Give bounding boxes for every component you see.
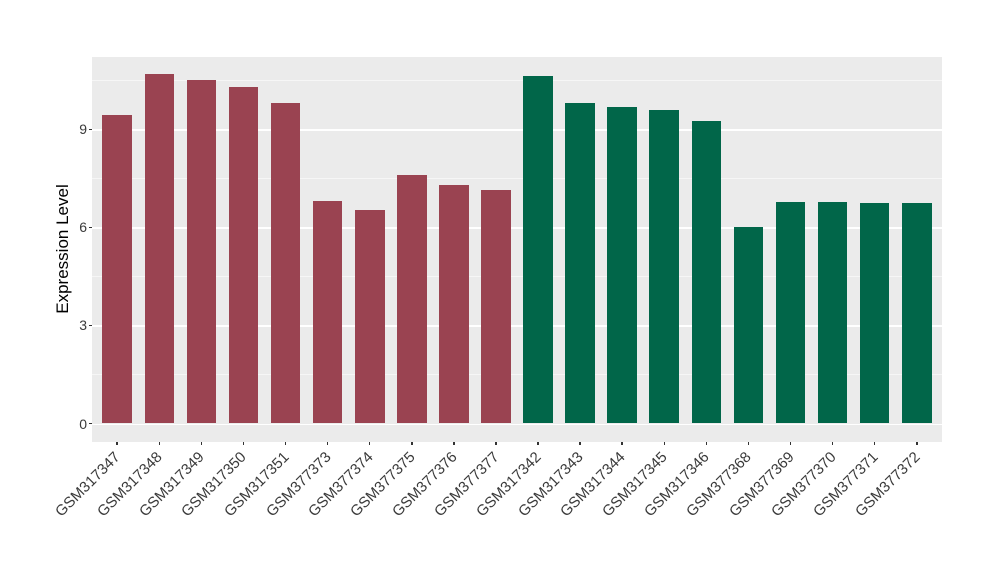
gridline-minor	[92, 276, 942, 278]
bar	[354, 209, 385, 424]
y-axis-tick	[88, 324, 92, 327]
x-axis-tick	[579, 442, 581, 445]
bar	[733, 227, 764, 424]
gridline-minor	[92, 80, 942, 82]
x-axis-tick	[495, 442, 497, 445]
bar	[691, 121, 722, 424]
gridline-minor	[92, 374, 942, 376]
bar	[397, 175, 427, 424]
bar	[523, 75, 553, 424]
x-axis-tick	[831, 442, 834, 445]
bar	[439, 185, 469, 424]
gridline-major	[92, 423, 942, 425]
x-axis-tick	[747, 442, 750, 445]
bar	[270, 103, 301, 424]
y-tick-label: 6	[79, 219, 87, 236]
bar	[859, 202, 890, 424]
bar	[312, 201, 343, 424]
x-axis-tick	[916, 442, 918, 445]
bar	[901, 202, 932, 424]
x-axis-tick	[326, 442, 329, 445]
bar	[481, 189, 511, 424]
bar	[649, 109, 680, 424]
x-axis-tick	[537, 442, 539, 445]
x-axis-tick	[705, 442, 708, 445]
bar	[817, 202, 848, 424]
x-axis-tick	[663, 442, 666, 445]
x-axis-tick	[368, 442, 371, 445]
x-axis-tick	[873, 442, 876, 445]
y-tick-label: 0	[79, 415, 87, 432]
y-tick-label: 9	[79, 121, 87, 138]
x-axis-tick	[158, 442, 161, 445]
y-tick-label: 3	[79, 317, 87, 334]
x-axis-tick	[621, 442, 623, 445]
bar	[565, 103, 595, 424]
bar	[144, 73, 175, 424]
x-axis-tick	[242, 442, 245, 445]
x-axis-tick	[284, 442, 287, 445]
x-axis-tick	[789, 442, 792, 445]
y-axis-tick	[88, 226, 92, 229]
gridline-major	[92, 129, 942, 131]
bar	[186, 80, 217, 424]
gridline-major	[92, 227, 942, 229]
gridline-minor	[92, 178, 942, 180]
bar	[775, 201, 806, 424]
bar	[228, 86, 259, 424]
x-axis-tick	[200, 442, 203, 445]
x-axis-tick	[411, 442, 413, 445]
y-axis-tick	[88, 422, 92, 425]
bar	[607, 106, 637, 424]
x-axis-tick	[116, 442, 118, 445]
plot-panel	[92, 57, 942, 442]
y-axis-title: Expression Level	[53, 184, 72, 314]
bar	[102, 114, 133, 424]
x-axis-tick	[453, 442, 455, 445]
gridline-major	[92, 325, 942, 327]
y-axis-tick	[88, 128, 92, 131]
